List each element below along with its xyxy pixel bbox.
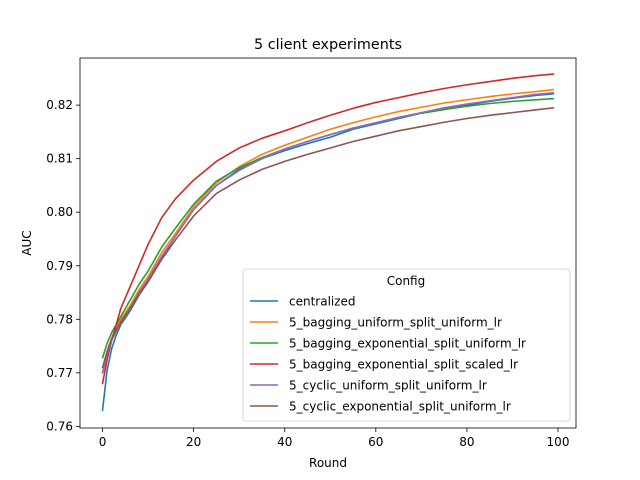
legend-label: centralized — [289, 295, 356, 309]
x-tick-label: 100 — [547, 435, 570, 449]
series-line-3 — [101, 73, 555, 385]
y-axis-label: AUC — [20, 230, 34, 255]
y-tick-label: 0.76 — [46, 419, 73, 433]
x-tick-label: 20 — [186, 435, 201, 449]
legend: Config centralized 5_bagging_uniform_spli… — [242, 268, 571, 422]
series-line-2 — [101, 97, 555, 359]
x-axis-label: Round — [309, 456, 347, 470]
y-tick-label: 0.78 — [46, 312, 73, 326]
y-axis: 0.76 0.77 0.78 0.79 0.80 0.81 0.82 — [46, 98, 80, 433]
y-tick-label: 0.77 — [46, 366, 73, 380]
plot-area — [101, 73, 555, 412]
x-tick-label: 40 — [277, 435, 292, 449]
y-tick-label: 0.80 — [46, 205, 73, 219]
legend-label: 5_bagging_exponential_split_scaled_lr — [289, 358, 518, 372]
x-axis: 0 20 40 60 80 100 — [99, 428, 570, 449]
legend-title: Config — [387, 274, 426, 288]
plot-frame — [79, 57, 577, 429]
x-tick-label: 80 — [459, 435, 474, 449]
x-tick-label: 0 — [99, 435, 107, 449]
y-tick-label: 0.82 — [46, 98, 73, 112]
series-line-5 — [101, 107, 555, 369]
legend-label: 5_cyclic_uniform_split_uniform_lr — [289, 379, 487, 393]
series-line-1 — [101, 88, 555, 374]
legend-box — [242, 268, 571, 422]
y-tick-label: 0.81 — [46, 152, 73, 166]
y-tick-label: 0.79 — [46, 259, 73, 273]
x-tick-label: 60 — [368, 435, 383, 449]
legend-label: 5_bagging_exponential_split_uniform_lr — [289, 337, 526, 351]
legend-label: 5_bagging_uniform_split_uniform_lr — [289, 316, 502, 330]
legend-label: 5_cyclic_exponential_split_uniform_lr — [289, 400, 511, 414]
legend-items: centralized 5_bagging_uniform_split_unifo… — [250, 295, 526, 414]
chart-title: 5 client experiments — [254, 37, 402, 53]
